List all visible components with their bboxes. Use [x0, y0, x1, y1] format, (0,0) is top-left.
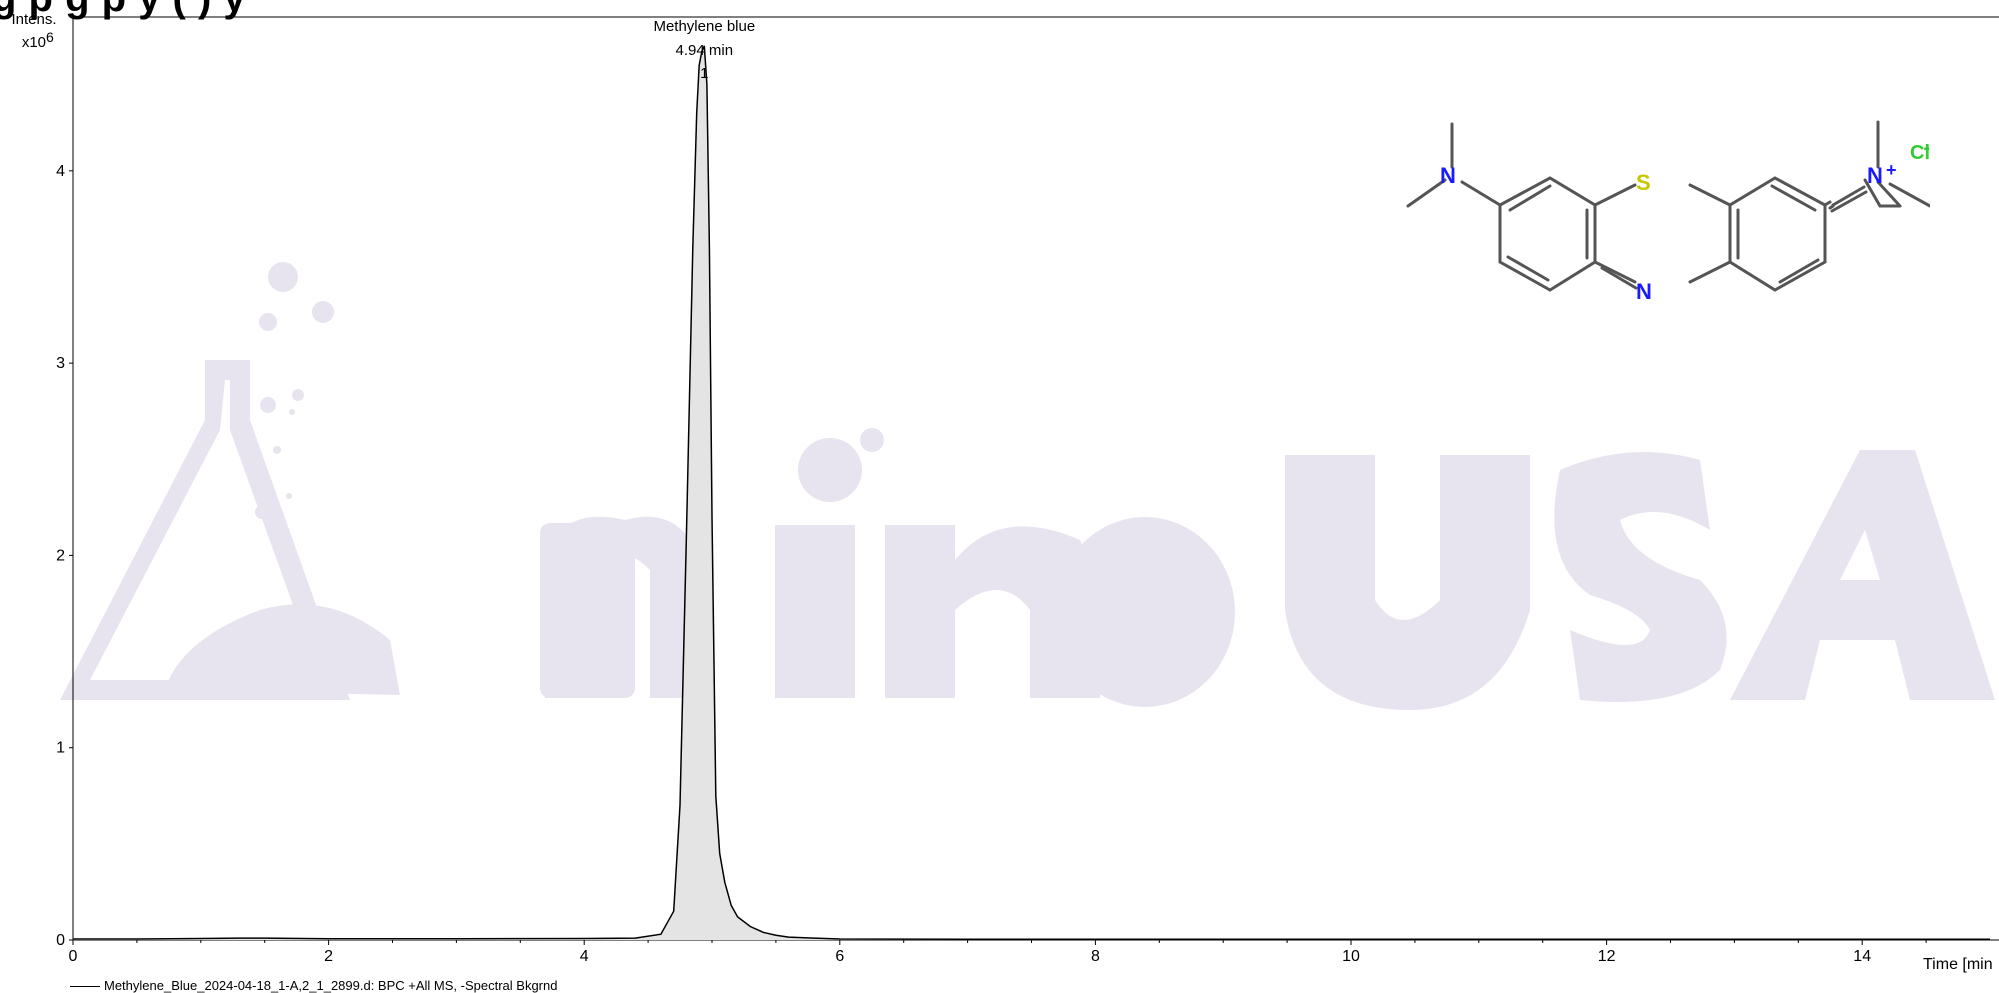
x-tick-label: 12 — [1598, 948, 1616, 965]
x-tick-label: 4 — [580, 948, 589, 965]
page-title: g p g p y ( ) y — [0, 0, 246, 21]
series-line — [73, 45, 1990, 940]
x-tick-label: 6 — [835, 948, 844, 965]
x-tick-label: 2 — [324, 948, 333, 965]
y-tick-label: 0 — [56, 932, 65, 949]
y-axis-unit-base: x10 — [22, 34, 46, 51]
x-axis-label: Time [min — [1923, 956, 1993, 973]
y-axis-label-top: Intens. — [11, 11, 56, 28]
chloride-label: Cl — [1910, 142, 1930, 164]
plus-charge-label: + — [1886, 160, 1897, 180]
series-layer — [73, 45, 1990, 941]
x-tick-label: 0 — [69, 948, 78, 965]
y-tick-label: 1 — [56, 740, 65, 757]
y-tick-label: 2 — [56, 547, 65, 564]
methylene-blue-structure: N N + S N Cl - — [1406, 120, 1930, 304]
y-tick-label: 4 — [56, 163, 65, 180]
legend: Methylene_Blue_2024-04-18_1-A,2_1_2899.d… — [70, 978, 557, 993]
legend-label: Methylene_Blue_2024-04-18_1-A,2_1_2899.d… — [104, 978, 558, 993]
peak-annotation-time: 4.94 min — [676, 42, 734, 59]
nitrogen-center-label: N — [1636, 279, 1652, 304]
y-axis-label-exp: 6 — [46, 29, 54, 45]
y-tick-label: 3 — [56, 355, 65, 372]
x-tick-label: 14 — [1853, 948, 1871, 965]
nitrogen-right-label: N — [1867, 163, 1883, 188]
legend-swatch — [70, 986, 100, 988]
peak-annotation-number: 1 — [700, 65, 708, 82]
peak-annotation-label: Methylene blue — [653, 18, 755, 35]
x-tick-label: 10 — [1342, 948, 1360, 965]
annotation-layer: Methylene blue 4.94 min 1 — [653, 18, 755, 82]
y-axis-label-unit: x10 — [22, 34, 46, 51]
minus-charge-label: - — [1923, 137, 1930, 159]
nitrogen-left-label: N — [1440, 163, 1456, 188]
sulfur-label: S — [1636, 170, 1651, 195]
x-tick-label: 8 — [1091, 948, 1100, 965]
